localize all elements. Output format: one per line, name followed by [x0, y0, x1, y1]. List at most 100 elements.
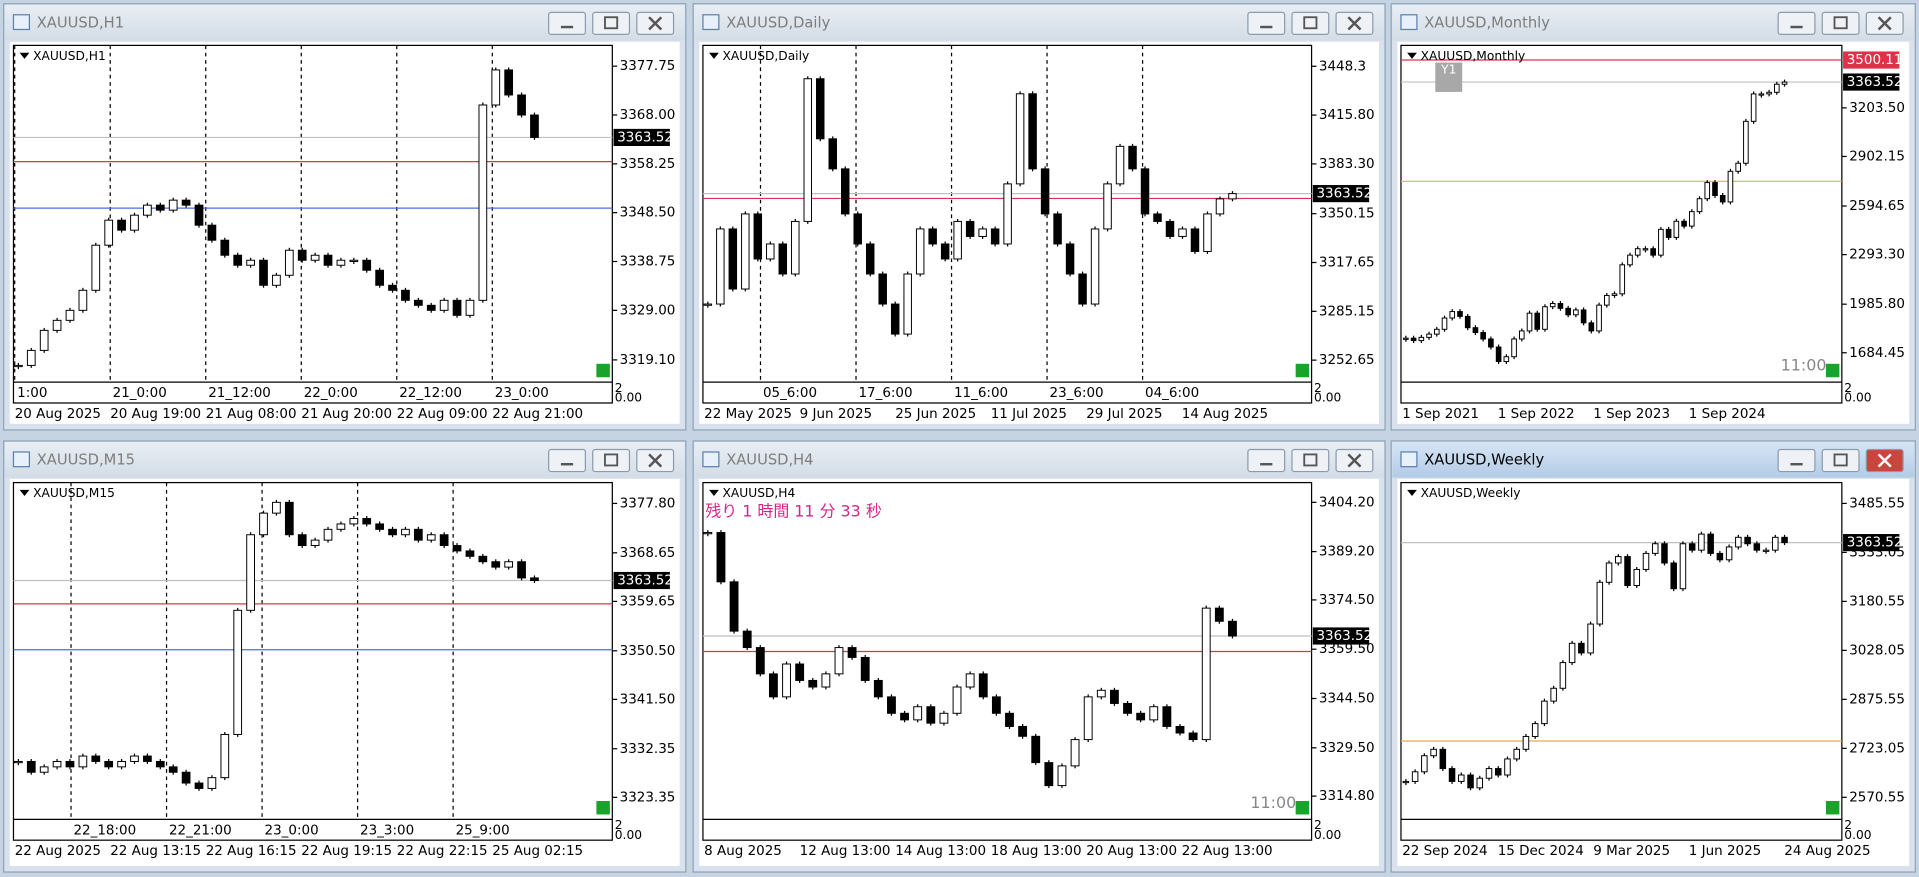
candle	[452, 299, 462, 316]
candle	[1665, 228, 1672, 238]
candle	[978, 228, 987, 237]
window-button-min[interactable]	[1247, 11, 1286, 35]
chart-menu-arrow[interactable]	[709, 489, 719, 497]
candle	[847, 647, 857, 658]
chart-menu-arrow[interactable]	[19, 52, 30, 59]
auto-scroll[interactable]	[1295, 800, 1310, 815]
candle	[939, 712, 949, 724]
window-button-restore[interactable]	[1291, 11, 1330, 35]
window-button-min[interactable]	[1247, 448, 1286, 473]
button-glyph	[1347, 16, 1362, 31]
candle	[349, 518, 359, 525]
candle	[953, 220, 962, 260]
y-tick-label: 2875.55	[1849, 691, 1905, 707]
candle	[1418, 336, 1425, 342]
y-tick-label: 1684.45	[1849, 345, 1905, 361]
candle	[1542, 306, 1548, 330]
y-tick-label: 3350.15	[1319, 206, 1375, 222]
window-button-restore[interactable]	[1821, 448, 1860, 473]
candle	[1744, 536, 1751, 545]
candle	[1028, 93, 1037, 170]
window-button-restore[interactable]	[592, 448, 631, 473]
candle	[1781, 536, 1788, 544]
window-button-min[interactable]	[548, 11, 586, 35]
candle	[841, 168, 850, 215]
window-button-min[interactable]	[1777, 11, 1816, 35]
corner-label: 0.00	[1314, 391, 1341, 405]
candle	[517, 561, 526, 579]
window-button-restore[interactable]	[592, 11, 631, 35]
x-tick-label: 18 Aug 13:00	[991, 843, 1082, 859]
period-label: 21_12:00	[208, 385, 271, 401]
candle	[1083, 696, 1093, 741]
candle	[1433, 328, 1440, 335]
auto-scroll[interactable]	[1825, 800, 1840, 815]
y-tick-label: 3344.50	[1319, 691, 1375, 707]
candle	[1603, 294, 1610, 306]
candle	[1522, 735, 1530, 750]
candle	[14, 760, 23, 764]
candle	[978, 673, 988, 698]
candle	[1650, 248, 1656, 256]
chart-menu-arrow[interactable]	[1407, 52, 1417, 59]
candle	[1651, 543, 1659, 554]
candle	[259, 512, 268, 536]
candle	[1203, 213, 1212, 252]
candle	[1228, 620, 1237, 637]
window-title: XAUUSD,H1	[37, 14, 124, 31]
candle	[1402, 780, 1410, 784]
chart-area	[699, 478, 1379, 866]
candle	[1753, 543, 1761, 551]
scale-button[interactable]	[1435, 62, 1463, 92]
x-tick-label: 1 Sep 2023	[1593, 406, 1670, 422]
y-tick-label: 3285.15	[1319, 303, 1375, 319]
window-button-restore[interactable]	[1821, 11, 1860, 35]
candle	[728, 228, 738, 290]
candle	[1642, 248, 1649, 251]
candle	[39, 329, 49, 351]
candle	[1472, 327, 1479, 334]
auto-scroll[interactable]	[1295, 363, 1310, 378]
candle	[233, 254, 243, 266]
candle	[1735, 536, 1742, 548]
candle	[1214, 607, 1224, 622]
price-label: 3363.52	[1316, 628, 1372, 644]
button-glyph	[1877, 453, 1892, 468]
window-button-restore[interactable]	[1291, 448, 1330, 473]
candle	[478, 555, 488, 563]
candle	[926, 706, 936, 724]
button-glyph	[1347, 453, 1362, 468]
candle	[336, 523, 346, 530]
candle	[865, 243, 875, 275]
candle	[1762, 549, 1770, 552]
candle	[1053, 213, 1062, 245]
candle	[1136, 712, 1146, 721]
window-button-min[interactable]	[548, 448, 586, 473]
candle	[860, 656, 870, 681]
period-label: 05_6:00	[763, 385, 817, 401]
auto-scroll[interactable]	[596, 363, 610, 378]
candle	[220, 239, 230, 256]
candle	[1541, 700, 1548, 725]
auto-scroll[interactable]	[596, 800, 610, 815]
chart-menu-arrow[interactable]	[19, 489, 30, 497]
symbol-label: XAUUSD,Weekly	[1421, 486, 1521, 500]
candle	[155, 204, 165, 211]
window-button-min[interactable]	[1777, 448, 1816, 473]
candle	[401, 528, 410, 536]
y-tick-label: 3338.75	[620, 253, 676, 269]
y-tick-label: 3332.35	[620, 741, 676, 757]
chart-menu-arrow[interactable]	[709, 52, 719, 59]
candle	[1488, 338, 1494, 348]
candle	[297, 534, 307, 547]
x-tick-label: 21 Aug 20:00	[301, 406, 392, 422]
candle	[1750, 93, 1757, 122]
chart-area	[9, 478, 680, 866]
candle	[1605, 562, 1613, 583]
button-glyph	[648, 453, 663, 468]
chart-menu-arrow[interactable]	[1407, 489, 1417, 497]
candle	[14, 364, 23, 368]
auto-scroll[interactable]	[1825, 363, 1840, 378]
candle	[1627, 254, 1633, 266]
candle	[1040, 168, 1050, 215]
